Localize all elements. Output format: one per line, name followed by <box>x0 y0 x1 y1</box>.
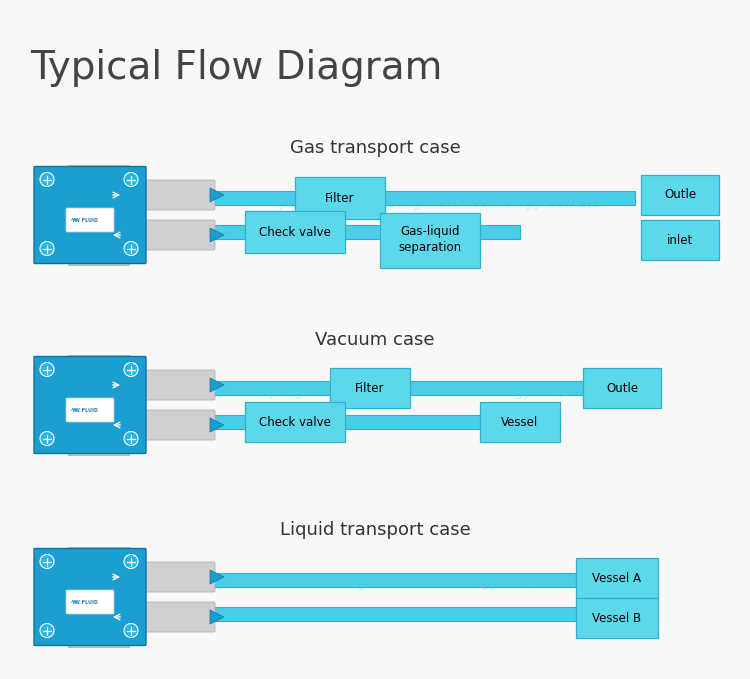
Bar <box>185 573 635 587</box>
Text: Gas transport case: Gas transport case <box>290 139 460 157</box>
Text: inlet: inlet <box>667 234 693 246</box>
Circle shape <box>124 172 138 187</box>
Text: ou Yuanwang Fluid Technology Co., Ltd: ou Yuanwang Fluid Technology Co., Ltd <box>266 576 564 591</box>
Text: Typical Flow Diagram: Typical Flow Diagram <box>30 49 442 87</box>
FancyBboxPatch shape <box>138 410 215 440</box>
Text: Outle: Outle <box>606 382 638 394</box>
FancyBboxPatch shape <box>138 180 215 210</box>
FancyBboxPatch shape <box>138 562 215 592</box>
Polygon shape <box>210 418 224 432</box>
Circle shape <box>40 242 54 255</box>
Bar <box>245 402 345 442</box>
Circle shape <box>40 555 54 568</box>
Bar <box>68 165 128 265</box>
Text: YW FLUID: YW FLUID <box>71 409 98 414</box>
Bar <box>576 558 658 598</box>
Circle shape <box>40 363 54 376</box>
Circle shape <box>124 623 138 638</box>
Text: Check valve: Check valve <box>259 225 331 238</box>
Text: Vessel B: Vessel B <box>592 612 641 625</box>
FancyBboxPatch shape <box>34 166 146 263</box>
Text: Vessel: Vessel <box>501 416 538 428</box>
Circle shape <box>40 623 54 638</box>
Text: ~: ~ <box>70 598 78 608</box>
Text: Liquid transport case: Liquid transport case <box>280 521 470 539</box>
Text: YW FLUID: YW FLUID <box>71 219 98 223</box>
Bar <box>295 177 385 219</box>
Text: Gas-liquid
separation: Gas-liquid separation <box>398 225 461 255</box>
Bar <box>641 220 719 260</box>
Polygon shape <box>210 570 224 584</box>
Circle shape <box>124 555 138 568</box>
Text: ~: ~ <box>70 406 78 416</box>
Circle shape <box>40 172 54 187</box>
FancyBboxPatch shape <box>138 220 215 250</box>
Text: Jiangzhou Yuanwang Fluid Technology Co., Ltd: Jiangzhou Yuanwang Fluid Technology Co.,… <box>280 196 600 210</box>
Bar <box>185 381 635 395</box>
Circle shape <box>40 431 54 445</box>
Bar <box>576 598 658 638</box>
Text: YW FLUID: YW FLUID <box>71 600 98 606</box>
FancyBboxPatch shape <box>34 549 146 646</box>
Text: Filter: Filter <box>326 191 355 204</box>
Bar <box>68 355 128 455</box>
Bar <box>480 402 560 442</box>
Text: Jiangzhou Yuanwang Fluid Technology Co., Ltd: Jiangzhou Yuanwang Fluid Technology Co.,… <box>270 385 590 399</box>
Bar <box>330 368 410 408</box>
Bar <box>68 547 128 647</box>
FancyBboxPatch shape <box>66 208 114 232</box>
FancyBboxPatch shape <box>66 590 114 614</box>
Text: Vacuum case: Vacuum case <box>315 331 435 349</box>
Circle shape <box>124 431 138 445</box>
Bar <box>185 191 635 205</box>
Bar <box>185 415 560 429</box>
FancyBboxPatch shape <box>138 370 215 400</box>
FancyBboxPatch shape <box>138 602 215 632</box>
Bar <box>583 368 661 408</box>
Polygon shape <box>210 228 224 242</box>
Text: Filter: Filter <box>356 382 385 394</box>
FancyBboxPatch shape <box>66 398 114 422</box>
Bar <box>245 211 345 253</box>
Bar <box>641 175 719 215</box>
Text: Check valve: Check valve <box>259 416 331 428</box>
Bar <box>380 213 480 268</box>
Circle shape <box>124 363 138 376</box>
Polygon shape <box>210 188 224 202</box>
Text: Outle: Outle <box>664 189 696 202</box>
Polygon shape <box>210 378 224 392</box>
Text: Vessel A: Vessel A <box>592 572 641 585</box>
Circle shape <box>124 242 138 255</box>
FancyBboxPatch shape <box>34 356 146 454</box>
Polygon shape <box>210 610 224 624</box>
Text: ~: ~ <box>70 216 78 226</box>
Bar <box>185 225 520 239</box>
Bar <box>185 607 635 621</box>
